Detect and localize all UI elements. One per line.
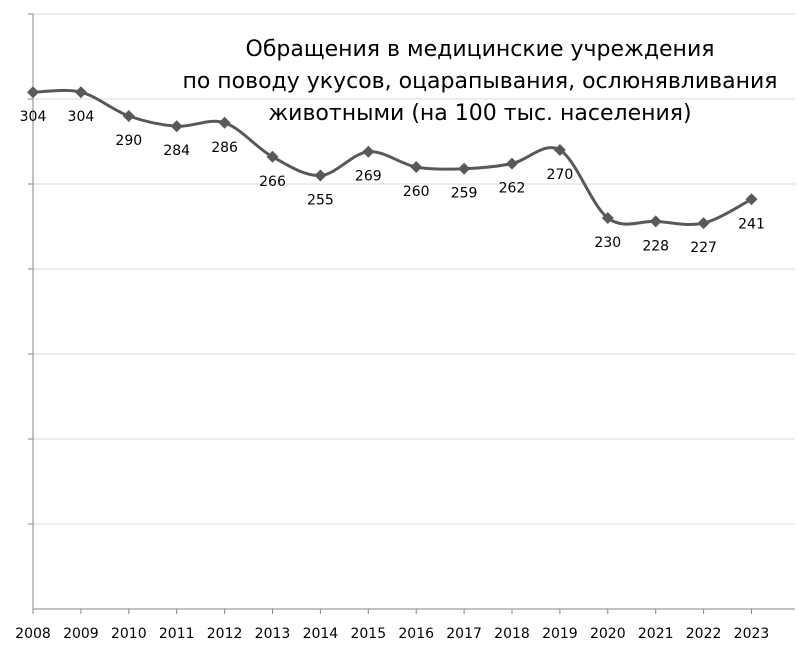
x-tick-label: 2015: [350, 626, 386, 642]
chart-title-line-1: Обращения в медицинские учреждения: [245, 37, 715, 62]
x-tick-label: 2021: [638, 626, 674, 642]
data-point-marker: [553, 144, 566, 156]
data-label: 228: [642, 238, 669, 254]
data-point-marker: [649, 215, 662, 228]
data-label: 284: [163, 143, 190, 159]
data-label: 269: [355, 169, 382, 185]
x-tick-label: 2019: [542, 626, 578, 642]
x-tick-label: 2009: [63, 626, 99, 642]
data-point-marker: [170, 120, 183, 133]
x-tick-label: 2018: [494, 626, 530, 642]
x-tick-label: 2017: [446, 626, 482, 642]
data-point-marker: [266, 150, 279, 163]
chart-title-line-2: по поводу укусов, оцарапывания, ослюнявл…: [182, 69, 778, 94]
data-point-marker: [745, 193, 758, 206]
x-tick-label: 2011: [159, 626, 195, 642]
data-point-marker: [410, 161, 423, 173]
x-tick-label: 2008: [15, 626, 51, 642]
x-tick-label: 2023: [734, 626, 770, 642]
x-tick-label: 2010: [111, 626, 147, 642]
x-tick-label: 2013: [255, 626, 291, 642]
data-label: 270: [547, 167, 574, 183]
data-label: 266: [259, 174, 286, 190]
data-point-marker: [122, 110, 135, 122]
data-point-marker: [27, 86, 39, 99]
data-label: 241: [738, 216, 765, 232]
x-tick-label: 2014: [303, 626, 339, 642]
data-label: 255: [307, 193, 334, 209]
data-point-marker: [362, 145, 375, 158]
series-line: [32, 88, 753, 227]
data-point-marker: [74, 86, 87, 99]
data-point-marker: [601, 212, 614, 224]
data-point-marker: [506, 157, 518, 170]
x-tick-label: 2022: [686, 626, 722, 642]
data-label: 286: [211, 140, 238, 156]
data-label: 230: [594, 235, 621, 251]
data-label: 227: [690, 240, 717, 256]
data-point-marker: [697, 217, 710, 230]
chart-title-line-3: животными (на 100 тыс. населения): [268, 101, 692, 126]
x-tick-label: 2020: [590, 626, 626, 642]
data-point-marker: [218, 116, 231, 129]
data-label: 262: [499, 181, 526, 197]
chart-title: Обращения в медицинские учреждения по по…: [160, 34, 798, 130]
x-tick-label: 2012: [207, 626, 243, 642]
data-point-marker: [314, 169, 327, 182]
data-point-marker: [458, 162, 471, 175]
x-tick-label: 2016: [398, 626, 434, 642]
data-label: 259: [451, 186, 478, 202]
data-label: 290: [115, 133, 142, 149]
data-label: 260: [403, 184, 430, 200]
data-label: 304: [20, 109, 47, 125]
data-label: 304: [68, 109, 95, 125]
